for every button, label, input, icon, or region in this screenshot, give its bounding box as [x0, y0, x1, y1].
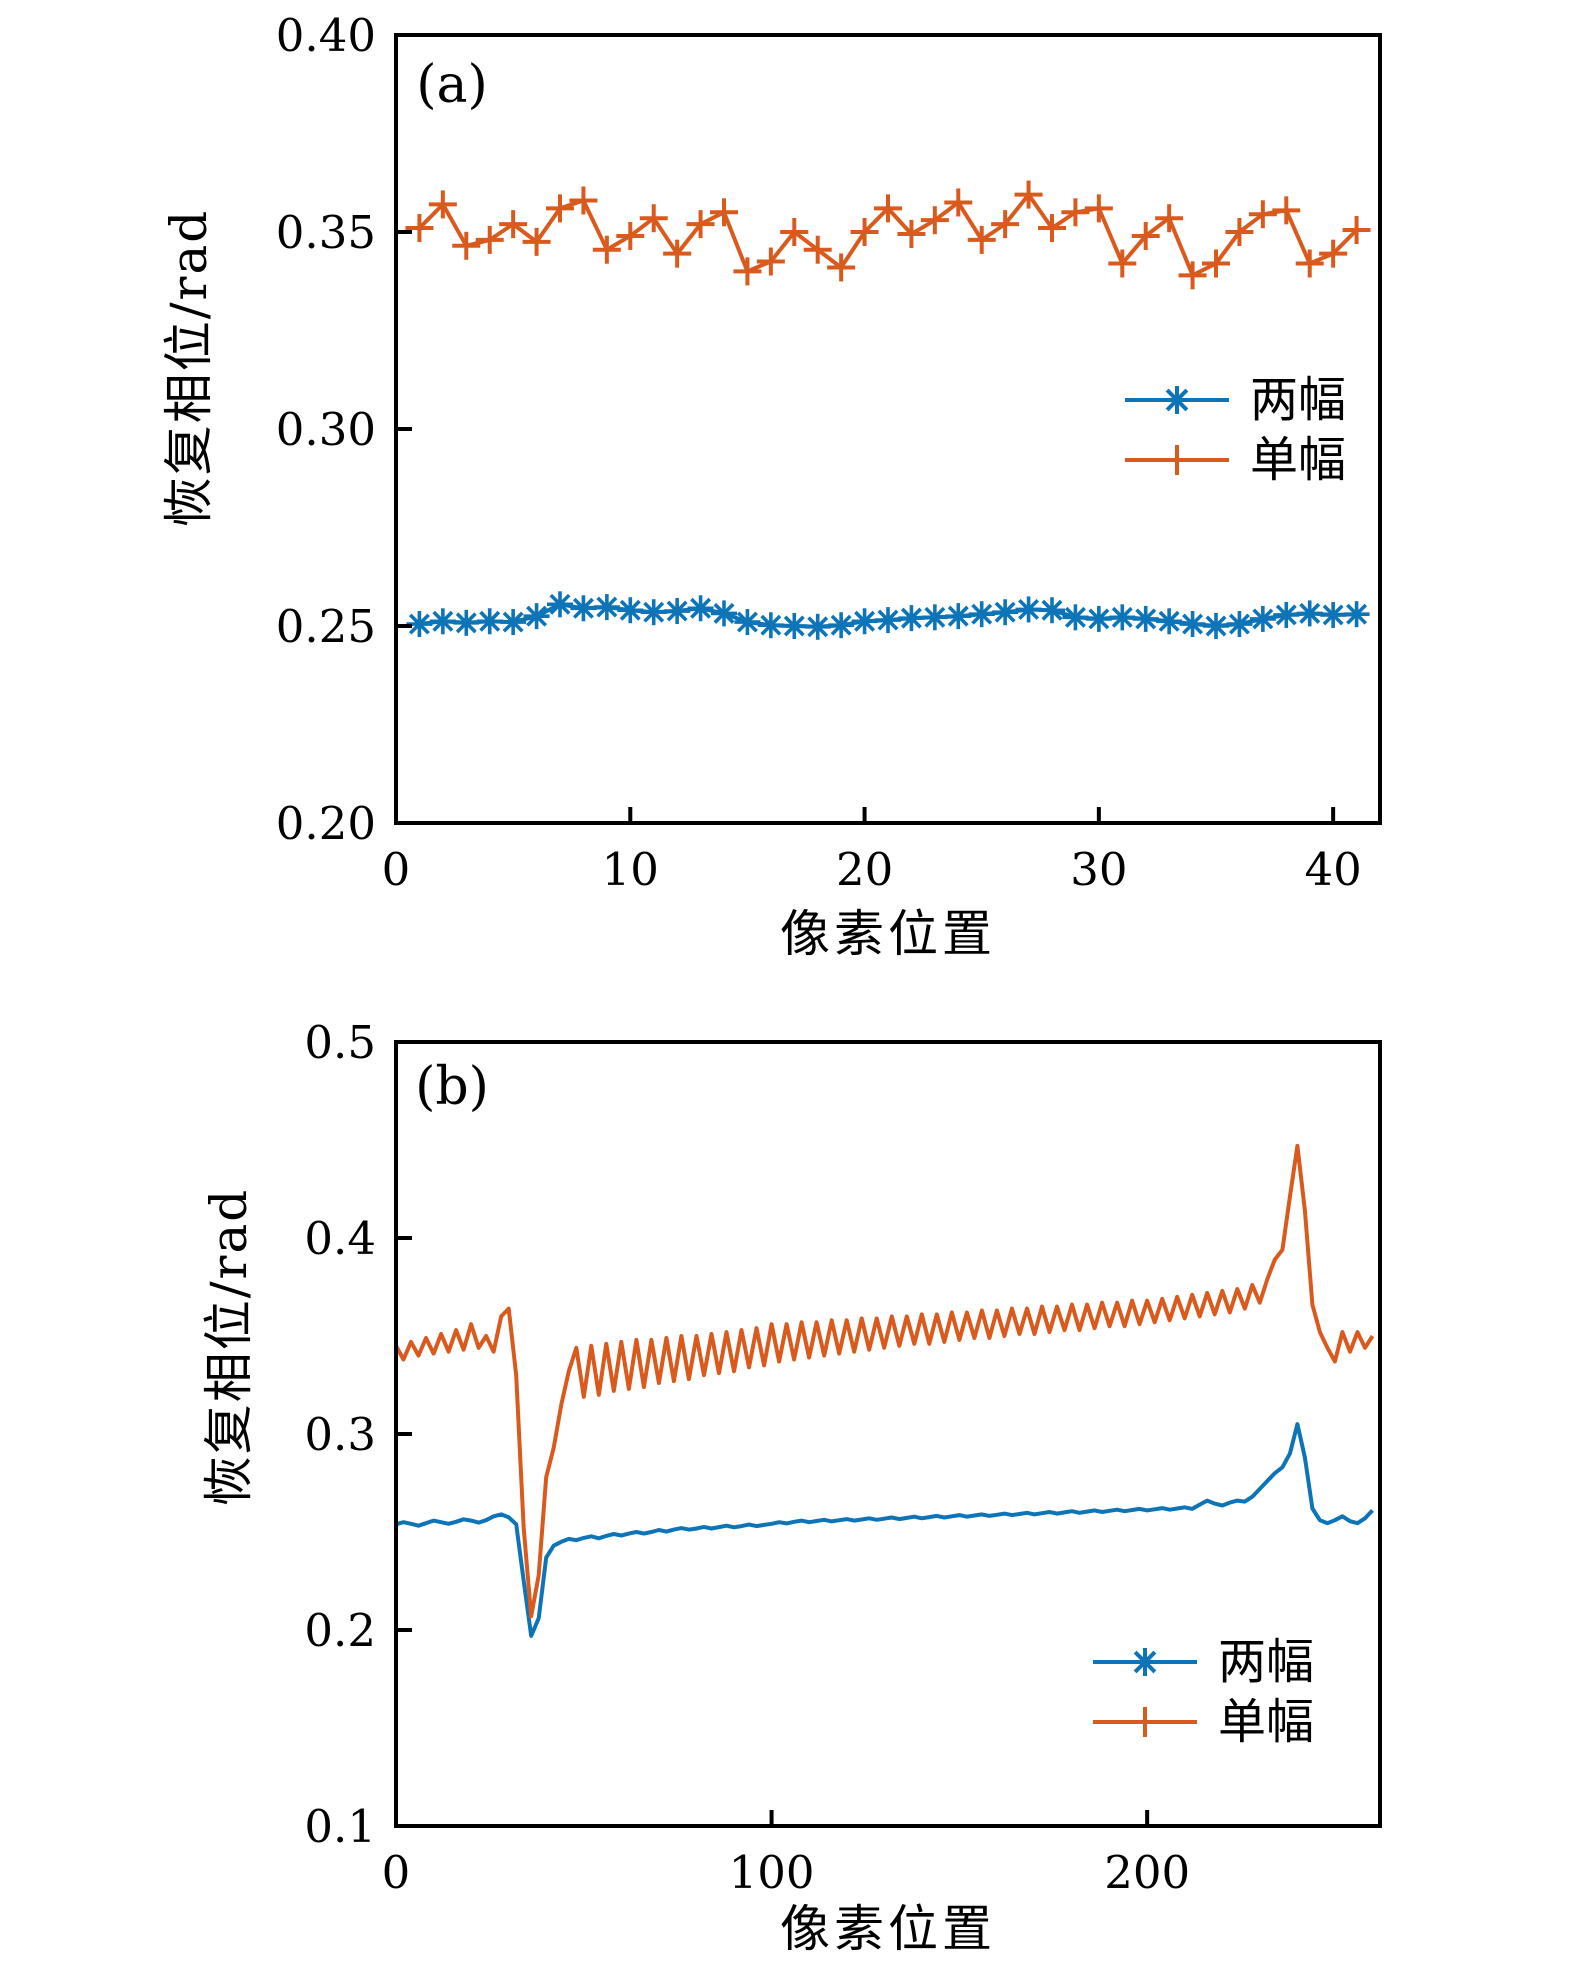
series-two-frame: [406, 591, 1370, 640]
y-tick-label: 0.2: [304, 1604, 376, 1657]
series-two-frame: [395, 1422, 1374, 1638]
panel-a-tag: (a): [416, 55, 488, 115]
legend-item-two-frame: 两幅: [1090, 1632, 1314, 1692]
legend-label-single-frame: 单幅: [1250, 432, 1347, 488]
panel-b-legend: 两幅 单幅: [1090, 1632, 1314, 1752]
panel-b-y-axis-title: 恢复相位/rad: [200, 1187, 258, 1507]
legend-label-two-frame: 两幅: [1250, 372, 1347, 428]
legend-label-two-frame: 两幅: [1218, 1634, 1315, 1690]
axes-box: 0 10 20 30 40 0.40 0.35 0.30 0.25 0.20: [276, 9, 1382, 896]
panel-a-legend: 两幅 单幅: [1122, 370, 1346, 490]
x-tick-label: 40: [1305, 843, 1362, 896]
x-tick-label: 0: [382, 843, 411, 896]
panel-b-x-axis-title: 像素位置: [780, 1900, 996, 1958]
panel-a-plot: 0 10 20 30 40 0.40 0.35 0.30 0.25 0.20: [276, 9, 1382, 896]
series-single-frame: [405, 180, 1371, 290]
y-tick-label: 0.1: [304, 1800, 376, 1853]
single-frame-plus-icon: [1093, 1707, 1197, 1737]
y-tick-label: 0.40: [276, 9, 376, 62]
two-frame-asterisk-icon: [1125, 386, 1229, 414]
x-tick-label: 30: [1070, 843, 1127, 896]
y-tick-label: 0.25: [276, 600, 376, 653]
y-tick-label: 0.30: [276, 403, 376, 456]
x-tick-label: 200: [1104, 1846, 1190, 1899]
x-tick-label: 100: [729, 1846, 815, 1899]
y-tick-label: 0.20: [276, 797, 376, 850]
y-tick-label: 0.35: [276, 206, 376, 259]
panel-a-x-axis-title: 像素位置: [780, 905, 996, 963]
panel-a-y-axis-title: 恢复相位/rad: [160, 208, 218, 528]
panel-b-plot: 0 100 200 0.5 0.4 0.3 0.2 0.1: [304, 1016, 1382, 1899]
legend-item-single-frame: 单幅: [1090, 1692, 1314, 1752]
legend-item-single-frame: 单幅: [1122, 430, 1346, 490]
x-tick-label: 0: [382, 1846, 411, 1899]
single-frame-plus-icon: [1125, 445, 1229, 475]
y-tick-label: 0.4: [304, 1212, 376, 1265]
legend-label-single-frame: 单幅: [1218, 1694, 1315, 1750]
series-single-frame: [394, 1143, 1375, 1619]
panel-b-tag: (b): [415, 1057, 489, 1117]
axes-box: 0 100 200 0.5 0.4 0.3 0.2 0.1: [304, 1016, 1382, 1899]
y-tick-label: 0.3: [304, 1408, 376, 1461]
two-frame-asterisk-icon: [1093, 1648, 1197, 1676]
x-tick-label: 20: [836, 843, 893, 896]
legend-item-two-frame: 两幅: [1122, 370, 1346, 430]
x-tick-label: 10: [602, 843, 659, 896]
y-tick-label: 0.5: [304, 1016, 376, 1069]
